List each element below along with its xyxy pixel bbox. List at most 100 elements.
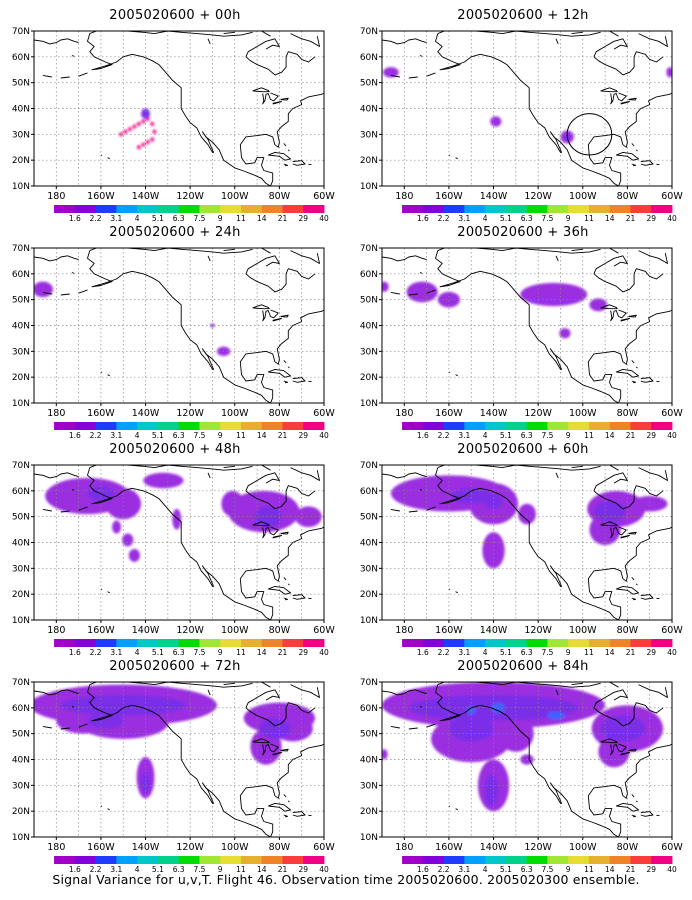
- x-tick-label: 80W: [617, 625, 639, 636]
- map-panel-2: 2005020600 + 24h 10N 20N 30N 40N 50N 60N 70N 180…: [10, 225, 340, 440]
- colorbar-label: 29: [298, 214, 308, 223]
- y-tick-label: 30N: [12, 130, 30, 140]
- signal-region: [105, 488, 142, 520]
- y-tick-label: 70N: [360, 27, 378, 37]
- colorbar-label: 3.1: [110, 214, 122, 223]
- colorbar-label: 3.1: [458, 431, 470, 440]
- signal-region: [259, 718, 291, 739]
- colorbar-label: 5.1: [152, 865, 164, 874]
- y-tick-label: 30N: [12, 781, 30, 791]
- x-tick-label: 140W: [480, 191, 508, 202]
- y-tick-label: 30N: [360, 347, 378, 357]
- colorbar-swatch: [137, 205, 159, 213]
- colorbar-label: 5.1: [500, 214, 512, 223]
- x-tick-label: 120W: [524, 191, 552, 202]
- colorbar-swatch: [422, 856, 445, 864]
- colorbar-swatch: [157, 422, 180, 430]
- map-plot: 10N 20N 30N 40N 50N 60N 70N 180 160W 140W 120W 100W…: [360, 461, 684, 657]
- colorbar-label: 29: [646, 865, 656, 874]
- colorbar-label: 11: [584, 648, 594, 657]
- colorbar-label: 7.5: [541, 214, 553, 223]
- colorbar-swatch: [464, 639, 486, 647]
- signal-region: [498, 715, 534, 752]
- colorbar-label: 6.3: [521, 865, 533, 874]
- panel-title: 2005020600 + 84h: [457, 659, 589, 674]
- colorbar-swatch: [464, 205, 486, 213]
- y-tick-label: 10N: [12, 399, 30, 409]
- panel-title: 2005020600 + 60h: [457, 442, 589, 457]
- colorbar-label: 21: [626, 865, 636, 874]
- y-tick-label: 40N: [360, 756, 378, 766]
- y-tick-label: 60N: [360, 487, 378, 497]
- colorbar-label: 7.5: [541, 648, 553, 657]
- colorbar-label: 14: [257, 865, 267, 874]
- colorbar-swatch: [116, 422, 138, 430]
- colorbar-swatch: [526, 422, 548, 430]
- signal-region: [87, 713, 124, 729]
- x-tick-label: 160W: [87, 408, 115, 419]
- x-tick-label: 80W: [269, 625, 291, 636]
- signal-region: [128, 548, 140, 562]
- colorbar-label: 3.1: [458, 648, 470, 657]
- colorbar-swatch: [443, 856, 465, 864]
- colorbar-swatch: [282, 205, 304, 213]
- y-tick-label: 50N: [12, 513, 30, 523]
- y-tick-label: 10N: [12, 833, 30, 843]
- colorbar-label: 1.6: [69, 214, 81, 223]
- x-tick-label: 160W: [87, 842, 115, 853]
- colorbar-label: 9: [218, 431, 223, 440]
- y-tick-label: 70N: [12, 27, 30, 37]
- y-tick-label: 10N: [360, 833, 378, 843]
- colorbar-label: 14: [605, 431, 615, 440]
- signal-region: [34, 281, 53, 298]
- x-tick-label: 100W: [569, 625, 597, 636]
- colorbar-swatch: [74, 856, 97, 864]
- y-tick-label: 70N: [360, 678, 378, 688]
- colorbar-label: 1.6: [417, 865, 429, 874]
- signal-region: [123, 129, 128, 134]
- x-tick-label: 60W: [661, 625, 683, 636]
- x-tick-label: 80W: [269, 842, 291, 853]
- colorbar-swatch: [609, 205, 631, 213]
- y-tick-label: 60N: [360, 270, 378, 280]
- x-tick-label: 80W: [617, 842, 639, 853]
- colorbar-swatch: [651, 856, 673, 864]
- colorbar-label: 14: [605, 648, 615, 657]
- colorbar-label: 14: [257, 648, 267, 657]
- signal-region: [141, 119, 146, 124]
- signal-region: [152, 129, 157, 134]
- colorbar-swatch: [630, 856, 652, 864]
- y-tick-label: 30N: [360, 781, 378, 791]
- colorbar-swatch: [95, 856, 117, 864]
- colorbar-label: 3.1: [110, 431, 122, 440]
- colorbar-label: 11: [236, 214, 246, 223]
- colorbar-swatch: [443, 205, 465, 213]
- colorbar-swatch: [588, 639, 611, 647]
- colorbar-label: 11: [584, 214, 594, 223]
- x-tick-label: 160W: [435, 842, 463, 853]
- y-tick-label: 60N: [12, 53, 30, 63]
- y-tick-label: 30N: [12, 347, 30, 357]
- colorbar-label: 29: [298, 648, 308, 657]
- x-tick-label: 120W: [176, 408, 204, 419]
- colorbar-label: 3.1: [458, 214, 470, 223]
- x-tick-label: 60W: [661, 408, 683, 419]
- colorbar-swatch: [505, 856, 528, 864]
- colorbar-label: 3.1: [110, 648, 122, 657]
- signal-region: [141, 108, 151, 119]
- signal-region: [150, 121, 155, 127]
- x-tick-label: 80W: [269, 408, 291, 419]
- signal-region: [145, 140, 150, 145]
- colorbar-label: 9: [566, 214, 571, 223]
- colorbar-label: 14: [257, 214, 267, 223]
- colorbar-label: 5.1: [500, 431, 512, 440]
- signal-region: [137, 121, 141, 127]
- y-tick-label: 20N: [360, 590, 378, 600]
- colorbar-swatch: [422, 422, 445, 430]
- colorbar-swatch: [282, 856, 304, 864]
- colorbar-label: 29: [298, 431, 308, 440]
- y-tick-label: 70N: [360, 461, 378, 471]
- colorbar-label: 40: [319, 865, 329, 874]
- y-tick-label: 20N: [360, 156, 378, 166]
- colorbar-swatch: [568, 639, 590, 647]
